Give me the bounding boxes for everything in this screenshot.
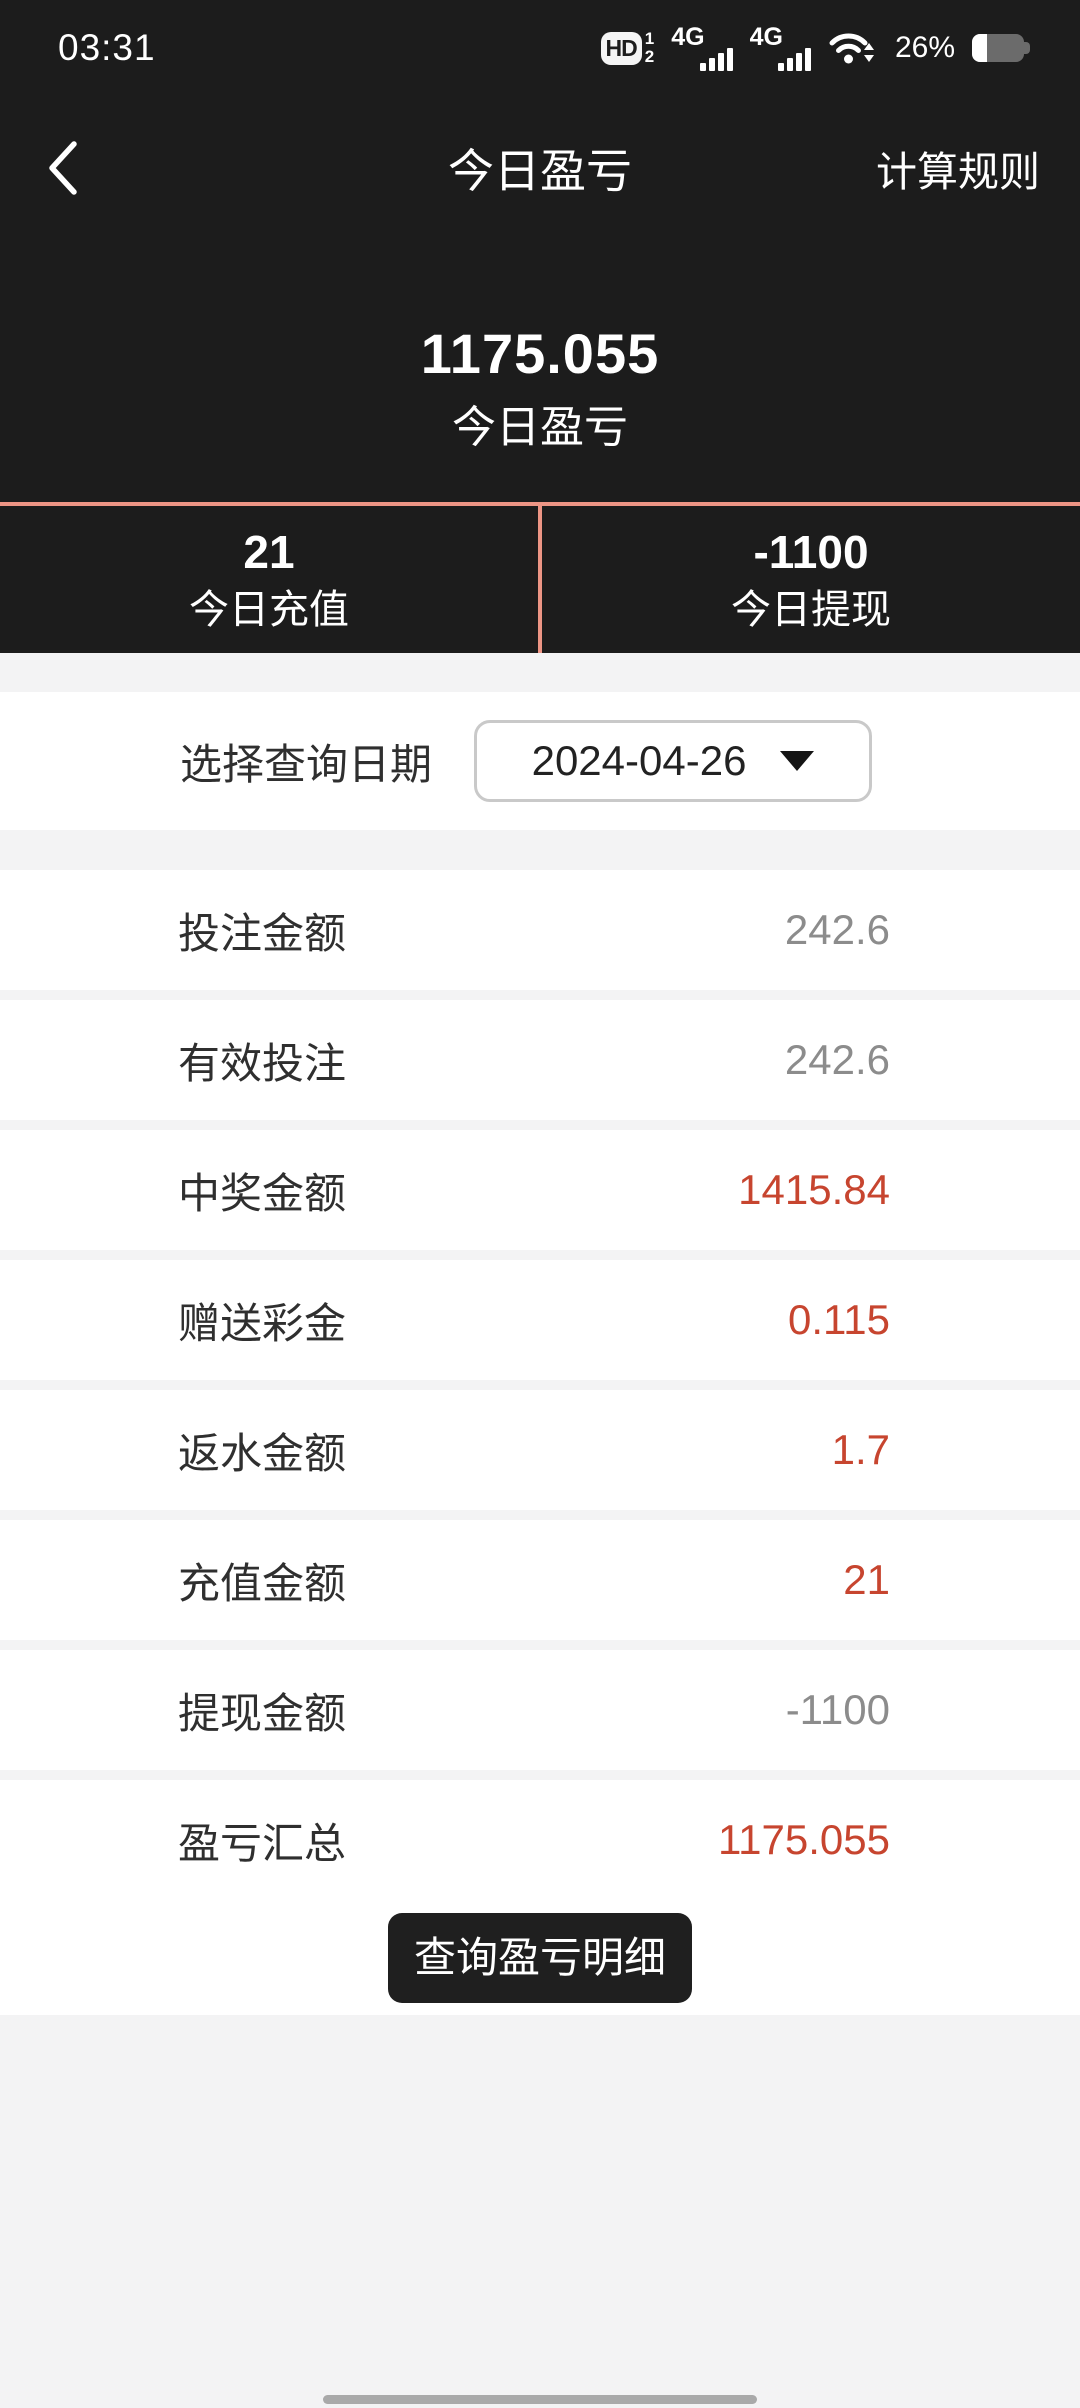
gesture-bar[interactable] (323, 2395, 757, 2404)
cellular-signal-sim2-icon: 4G (750, 25, 811, 71)
footer (0, 2015, 1080, 2408)
signal-bars-icon (777, 48, 811, 71)
row-value: 0.115 (788, 1296, 890, 1343)
back-button[interactable] (34, 126, 94, 210)
hd-volte-icon: HD 1 2 (600, 30, 654, 66)
row-value: 1.7 (831, 1426, 890, 1473)
summary-list: 投注金额 242.6 有效投注 242.6 中奖金额 1415.84 赠送彩金 … (0, 870, 1080, 1900)
row-value: 21 (843, 1556, 890, 1603)
cellular-signal-sim1-icon: 4G (671, 25, 733, 71)
today-pnl-value: 1175.055 (420, 322, 660, 385)
status-time: 03:31 (58, 27, 156, 68)
row-value: 1415.84 (738, 1166, 890, 1213)
today-pnl-label: 今日盈亏 (452, 403, 628, 452)
today-deposit-value: 21 (243, 526, 295, 578)
row-gift-bonus: 赠送彩金 0.115 (0, 1260, 1080, 1380)
today-deposit-label: 今日充值 (189, 588, 349, 632)
page-title: 今日盈亏 (448, 145, 632, 197)
date-select-value: 2024-04-26 (531, 737, 747, 784)
row-withdraw-amount: 提现金额 -1100 (0, 1650, 1080, 1770)
row-pnl-total: 盈亏汇总 1175.055 (0, 1780, 1080, 1900)
row-label: 充值金额 (178, 1559, 347, 1607)
status-bar: 03:31 HD 1 2 4G 4G (0, 0, 1080, 96)
date-select[interactable]: 2024-04-26 (474, 720, 873, 802)
sim1-number: 1 (644, 29, 655, 48)
wifi-icon (828, 30, 878, 66)
row-bet-amount: 投注金额 242.6 (0, 870, 1080, 990)
row-win-amount: 中奖金额 1415.84 (0, 1130, 1080, 1250)
row-label: 盈亏汇总 (178, 1819, 347, 1867)
spacer (0, 830, 1080, 870)
today-withdraw-label: 今日提现 (731, 588, 891, 632)
query-pnl-detail-button[interactable]: 查询盈亏明细 (387, 1912, 692, 2003)
battery-icon (972, 34, 1030, 62)
row-label: 有效投注 (178, 1039, 347, 1087)
chevron-left-icon (49, 141, 77, 195)
row-label: 投注金额 (178, 909, 347, 957)
row-label: 赠送彩金 (178, 1299, 347, 1347)
date-picker-row: 选择查询日期 2024-04-26 (0, 692, 1080, 830)
today-withdraw-value: -1100 (753, 526, 869, 578)
row-label: 提现金额 (178, 1689, 347, 1737)
date-picker-label: 选择查询日期 (180, 740, 433, 788)
today-deposit-stat: 21 今日充值 (0, 506, 538, 653)
nav-bar: 今日盈亏 计算规则 (0, 96, 1080, 240)
status-icons: HD 1 2 4G 4G (600, 25, 1030, 71)
today-stats: 21 今日充值 -1100 今日提现 (0, 502, 1080, 653)
row-value: -1100 (785, 1686, 890, 1733)
row-value: 1175.055 (717, 1816, 890, 1863)
top-dark-panel: 03:31 HD 1 2 4G 4G (0, 0, 1080, 653)
row-value: 242.6 (784, 1036, 890, 1083)
row-value: 242.6 (784, 906, 890, 953)
sim2-number: 2 (644, 47, 655, 66)
calc-rules-link[interactable]: 计算规则 (876, 138, 1040, 198)
row-valid-bet: 有效投注 242.6 (0, 1000, 1080, 1120)
button-row: 查询盈亏明细 (0, 1900, 1080, 2015)
spacer (0, 653, 1080, 692)
today-pnl-hero: 1175.055 今日盈亏 (0, 240, 1080, 502)
today-withdraw-stat: -1100 今日提现 (538, 506, 1080, 653)
battery-percent: 26% (894, 31, 955, 64)
row-label: 返水金额 (178, 1429, 347, 1477)
row-rebate-amount: 返水金额 1.7 (0, 1390, 1080, 1510)
row-label: 中奖金额 (178, 1169, 347, 1217)
row-deposit-amount: 充值金额 21 (0, 1520, 1080, 1640)
signal-bars-icon (699, 48, 733, 71)
hd-sim-numbers: 1 2 (645, 30, 654, 66)
caret-down-icon (780, 751, 815, 771)
hd-badge: HD (600, 31, 642, 65)
